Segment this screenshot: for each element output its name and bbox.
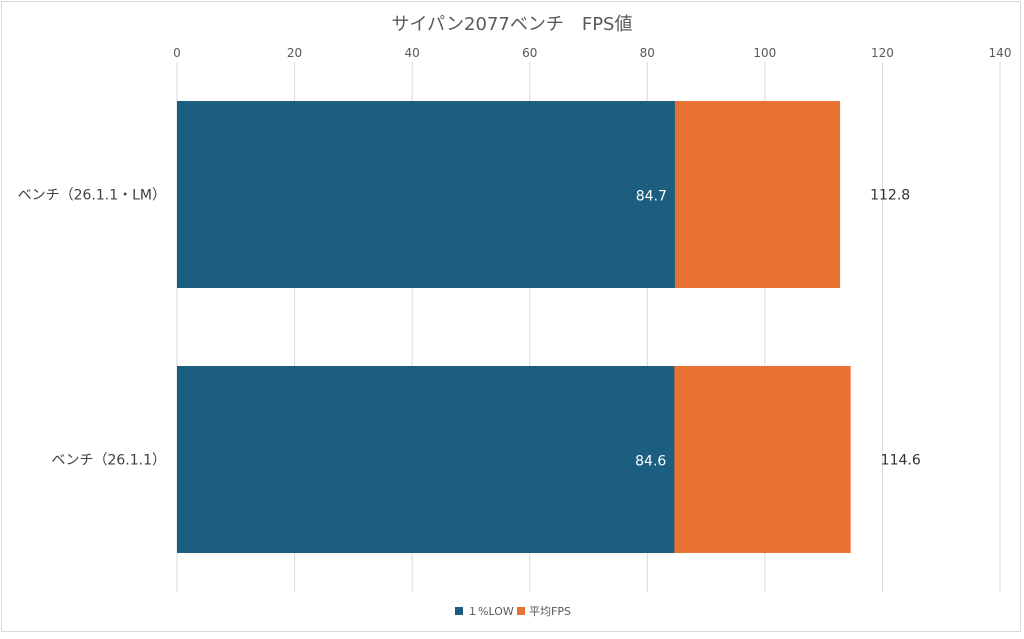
x-tick-label: 80	[640, 46, 655, 60]
data-label-1pct-low: 84.6	[635, 454, 666, 470]
x-tick-label: 60	[522, 46, 537, 60]
data-label-average-fps: 114.6	[881, 453, 921, 469]
bars	[177, 101, 851, 553]
bar-1pct-low	[177, 366, 675, 553]
legend: １%LOW 平均FPS	[455, 605, 571, 618]
legend-label-1pct-low: １%LOW	[467, 605, 514, 618]
x-tick-label: 120	[871, 46, 894, 60]
legend-swatch-average-fps	[517, 607, 525, 615]
data-labels: 84.7 112.8 84.6 114.6	[635, 188, 921, 470]
category-label: ベンチ（26.1.1）	[51, 453, 166, 469]
legend-swatch-1pct-low	[455, 607, 463, 615]
x-axis-ticks: 0 20 40 60 80 100 120 140	[173, 46, 1011, 60]
data-label-average-fps: 112.8	[870, 188, 910, 204]
x-tick-label: 20	[287, 46, 302, 60]
x-tick-label: 100	[753, 46, 776, 60]
x-tick-label: 140	[989, 46, 1012, 60]
data-label-1pct-low: 84.7	[636, 189, 667, 205]
x-tick-label: 0	[173, 46, 181, 60]
bar-1pct-low	[177, 101, 675, 288]
x-tick-label: 40	[405, 46, 420, 60]
category-label: ベンチ（26.1.1・LM）	[18, 188, 166, 204]
chart-title: サイパン2077ベンチ FPS値	[392, 14, 633, 35]
category-labels: ベンチ（26.1.1・LM） ベンチ（26.1.1）	[18, 188, 166, 469]
legend-label-average-fps: 平均FPS	[529, 605, 571, 618]
